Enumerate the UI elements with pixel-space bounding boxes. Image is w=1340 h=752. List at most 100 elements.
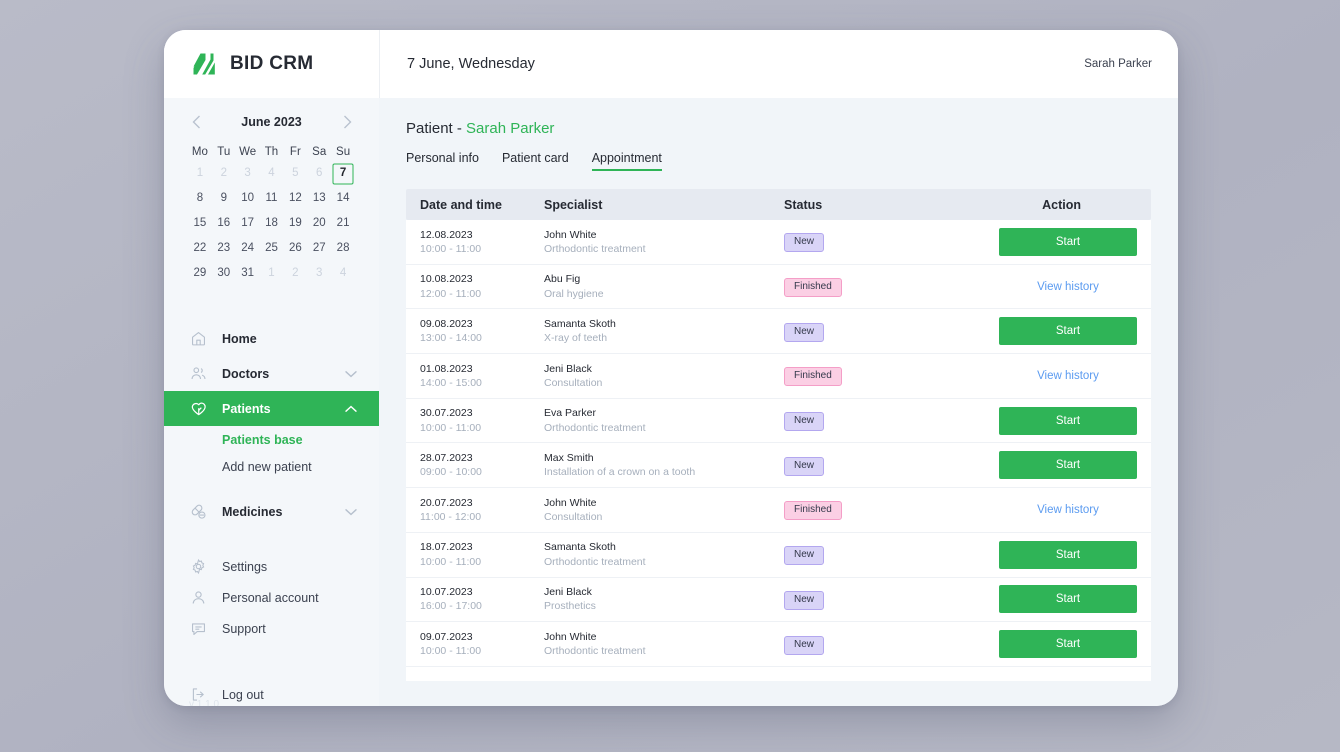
calendar-day[interactable]: 28: [336, 242, 350, 254]
service-name: Orthodontic treatment: [544, 242, 646, 255]
sidebar-item-label: Doctors: [222, 366, 270, 381]
calendar-day[interactable]: 30: [217, 267, 231, 279]
specialist-name: Samanta Skoth: [544, 318, 616, 331]
status-badge: New: [784, 322, 825, 342]
calendar-day[interactable]: 24: [241, 242, 255, 254]
sidebar-item-home[interactable]: Home: [164, 321, 379, 356]
chevron-down-icon[interactable]: [344, 505, 357, 518]
start-button[interactable]: Start: [999, 630, 1137, 659]
appointment-time: 10:00 - 11:00: [420, 555, 482, 568]
cell-action: View history: [964, 281, 1137, 293]
current-user-label[interactable]: Sarah Parker: [1084, 58, 1152, 70]
specialist-name: John White: [544, 228, 597, 241]
calendar-day[interactable]: 14: [336, 192, 350, 204]
calendar-day[interactable]: 17: [241, 217, 255, 229]
calendar-day[interactable]: 1: [268, 267, 275, 279]
cell-specialist: Samanta Skoth Orthodontic treatment: [544, 540, 784, 568]
tab-patient-card[interactable]: Patient card: [501, 151, 569, 165]
calendar-day[interactable]: 27: [312, 242, 326, 254]
calendar-day[interactable]: 3: [244, 167, 251, 179]
sidebar-item-support[interactable]: Support: [164, 613, 379, 644]
calendar-day[interactable]: 9: [220, 192, 227, 204]
column-header-action: Action: [1042, 197, 1081, 212]
sidebar-item-medicines[interactable]: Medicines: [164, 494, 379, 529]
chevron-left-icon[interactable]: [188, 114, 204, 130]
brand-logo[interactable]: BID CRM: [164, 30, 379, 98]
status-badge: New: [784, 412, 825, 432]
cell-action: View history: [964, 504, 1137, 516]
start-button[interactable]: Start: [999, 227, 1137, 256]
start-button[interactable]: Start: [999, 585, 1137, 614]
status-badge: New: [784, 546, 825, 566]
calendar-day[interactable]: 4: [268, 167, 275, 179]
calendar-day[interactable]: 29: [193, 267, 207, 279]
calendar-day[interactable]: 18: [265, 217, 278, 229]
appointment-time: 14:00 - 15:00: [420, 376, 482, 389]
start-button[interactable]: Start: [999, 317, 1137, 346]
start-button[interactable]: Start: [999, 406, 1137, 435]
cell-date-time: 30.07.2023 10:00 - 11:00: [420, 406, 544, 434]
status-badge: New: [784, 456, 825, 476]
calendar-weekday-we: We: [239, 146, 257, 158]
column-header-specialist: Specialist: [544, 197, 603, 212]
calendar-day[interactable]: 25: [265, 242, 278, 254]
calendar-day[interactable]: 21: [336, 217, 350, 229]
appointment-date: 20.07.2023: [420, 496, 473, 509]
patients-heart-icon: [189, 399, 208, 418]
page-title-patient-name: Sarah Parker: [466, 120, 555, 137]
sidebar-subitem-add-new-patient[interactable]: Add new patient: [222, 459, 312, 474]
service-name: Orthodontic treatment: [544, 555, 646, 568]
appointment-date: 10.07.2023: [420, 586, 473, 599]
view-history-link[interactable]: View history: [1037, 369, 1099, 382]
tab-appointment[interactable]: Appointment: [591, 151, 663, 171]
cell-date-time: 28.07.2023 09:00 - 10:00: [420, 451, 544, 479]
sidebar-item-doctors[interactable]: Doctors: [164, 356, 379, 391]
chevron-right-icon[interactable]: [339, 114, 355, 130]
appointment-date: 18.07.2023: [420, 541, 473, 554]
calendar-day[interactable]: 4: [339, 267, 347, 279]
logout-section: Log out: [164, 659, 379, 706]
cell-action: Start: [964, 585, 1137, 614]
view-history-link[interactable]: View history: [1037, 503, 1099, 516]
calendar-day[interactable]: 1: [196, 167, 204, 179]
calendar-day[interactable]: 15: [193, 217, 207, 229]
calendar-days-grid[interactable]: 1 2 3 4 5 6 7 8 9 10 11 12 13 14 15 16 17 18 19 20 21 22 23 24 2…: [188, 164, 355, 283]
cell-date-time: 20.07.2023 11:00 - 12:00: [420, 496, 544, 524]
calendar-day[interactable]: 31: [241, 267, 255, 279]
sidebar-item-label: Medicines: [222, 504, 283, 519]
calendar-day[interactable]: 16: [217, 217, 231, 229]
tab-bar: Personal info Patient card Appointment: [406, 151, 1151, 171]
calendar-day[interactable]: 23: [217, 242, 231, 254]
cell-status: New: [784, 544, 964, 566]
calendar-day[interactable]: 8: [196, 192, 204, 204]
start-button[interactable]: Start: [999, 451, 1137, 480]
cell-date-time: 09.08.2023 13:00 - 14:00: [420, 317, 544, 345]
calendar-day[interactable]: 2: [220, 167, 227, 179]
sidebar-item-personal-account[interactable]: Personal account: [164, 582, 379, 613]
calendar-day[interactable]: 5: [292, 167, 299, 179]
calendar-day[interactable]: 3: [316, 267, 323, 279]
calendar-day[interactable]: 19: [288, 217, 302, 229]
tab-personal-info[interactable]: Personal info: [406, 151, 479, 165]
view-history-link[interactable]: View history: [1037, 280, 1099, 293]
calendar-day[interactable]: 26: [288, 242, 302, 254]
calendar-day[interactable]: 6: [316, 167, 323, 179]
sidebar-subitem-patients-base[interactable]: Patients base: [222, 432, 303, 447]
calendar-day[interactable]: 11: [265, 192, 278, 204]
specialist-name: Max Smith: [544, 452, 594, 465]
calendar-day[interactable]: 12: [288, 192, 302, 204]
sidebar-item-patients[interactable]: Patients: [164, 391, 379, 426]
chevron-down-icon[interactable]: [344, 367, 357, 380]
start-button[interactable]: Start: [999, 540, 1137, 569]
sidebar-item-log-out[interactable]: Log out: [164, 677, 379, 706]
calendar-day[interactable]: 2: [292, 267, 299, 279]
calendar-day[interactable]: 13: [312, 192, 326, 204]
cell-action: Start: [964, 540, 1137, 569]
table-row: 12.08.2023 10:00 - 11:00 John White Orthodo…: [406, 220, 1151, 265]
sidebar-item-settings[interactable]: Settings: [164, 551, 379, 582]
calendar-day[interactable]: 20: [312, 217, 326, 229]
calendar-day[interactable]: 10: [241, 192, 255, 204]
chevron-up-icon[interactable]: [344, 402, 357, 415]
calendar-day-selected[interactable]: 7: [331, 164, 355, 183]
calendar-day[interactable]: 22: [193, 242, 207, 254]
